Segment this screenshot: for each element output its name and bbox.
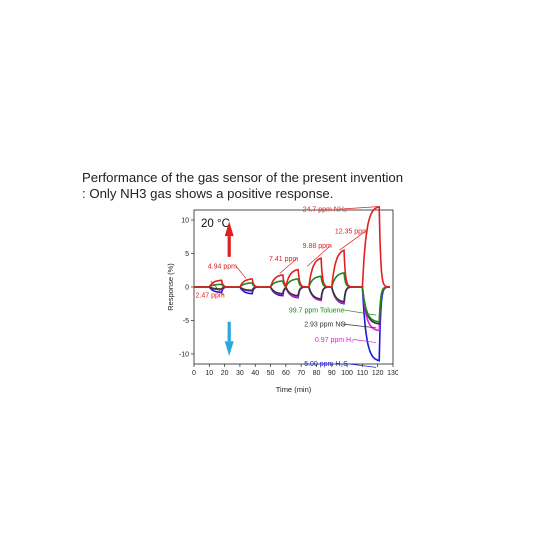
x-tick-label: 100 xyxy=(341,370,353,377)
x-tick-label: 10 xyxy=(205,370,213,377)
y-tick-label: -10 xyxy=(179,351,189,358)
x-tick-label: 20 xyxy=(221,370,229,377)
x-tick-label: 40 xyxy=(251,370,259,377)
axis-layer: 0 10 20 30 40 50 60 70 80 90 100 110 120 1301050-5-10… xyxy=(166,218,398,394)
x-tick-label: 120 xyxy=(372,370,384,377)
annotation-label: 9.88 ppm xyxy=(303,243,332,250)
annotation-pointer xyxy=(307,245,331,267)
annotation-label: 7.41 ppm xyxy=(269,256,298,263)
annotation-label: 12.35 ppm xyxy=(335,228,368,235)
annotation-layer: 2.47 ppm 4.94 ppm 7.41 ppm 9.88 ppm 12.35 pp… xyxy=(196,206,378,368)
annotation-pointer xyxy=(343,309,377,316)
caption-line-2: : Only NH3 gas shows a positive response… xyxy=(82,186,334,201)
annotation-label: 2.93 ppm NO xyxy=(304,322,346,329)
x-tick-label: 130 xyxy=(387,370,398,377)
annotation-pointer xyxy=(279,258,298,274)
x-tick-label: 30 xyxy=(236,370,244,377)
caption-line-1: Performance of the gas sensor of the pre… xyxy=(82,170,404,185)
series-layer xyxy=(194,206,391,362)
annotation-label: 24.7 ppm NH₃ xyxy=(303,206,347,213)
y-tick-label: 10 xyxy=(181,218,189,225)
annotation-pointer xyxy=(339,230,367,251)
annotation-label: 99.7 ppm Toluene xyxy=(289,307,345,314)
down-arrow-icon xyxy=(224,341,234,356)
y-tick-label: 5 xyxy=(185,251,189,258)
annotation-pointer xyxy=(345,363,377,368)
x-axis-label: Time (min) xyxy=(276,385,312,394)
annotation-label: 0.97 ppm H₂ xyxy=(315,337,354,344)
x-tick-label: 60 xyxy=(282,370,290,377)
annotation-pointer xyxy=(235,265,247,279)
annotation-pointer xyxy=(210,280,224,296)
x-tick-label: 0 xyxy=(192,370,196,377)
y-axis-label: Response (%) xyxy=(166,263,175,311)
x-tick-label: 70 xyxy=(297,370,305,377)
annotation-pointer xyxy=(342,323,377,329)
gas-response-chart: 0 10 20 30 40 50 60 70 80 90 100 110 120 130 10 5 0 -5 -10… xyxy=(163,206,398,394)
annotation-label: 2.47 ppm xyxy=(196,293,225,300)
annotation-label: 5.00 ppm H₂S xyxy=(304,361,348,368)
y-tick-label: 0 xyxy=(185,285,189,292)
up-arrow-icon xyxy=(224,221,234,237)
series-line-nh3 xyxy=(194,206,391,291)
annotation-pointer xyxy=(343,206,378,210)
temperature-label: 20 °C xyxy=(201,218,230,230)
annotation-label: 4.94 ppm xyxy=(208,263,237,270)
y-tick-label: -5 xyxy=(183,318,189,325)
x-tick-label: 90 xyxy=(328,370,336,377)
x-tick-label: 110 xyxy=(357,370,368,377)
chart-svg: 0 10 20 30 40 50 60 70 80 90 100 110 120 1301050-5-10… xyxy=(166,206,398,394)
annotation-pointer xyxy=(352,339,377,343)
x-tick-label: 50 xyxy=(267,370,275,377)
figure-caption: Performance of the gas sensor of the pre… xyxy=(82,170,462,202)
x-tick-label: 80 xyxy=(313,370,321,377)
